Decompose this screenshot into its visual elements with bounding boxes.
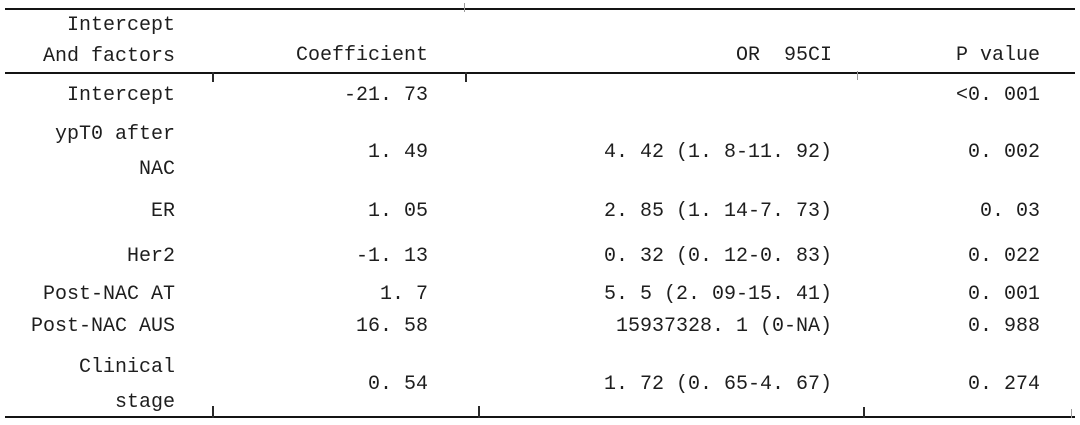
table-bottom-border — [5, 416, 1075, 418]
or-95ci-cell: 5. 5 (2. 09-15. 41) — [603, 282, 832, 306]
or-95ci-cell: 4. 42 (1. 8-11. 92) — [603, 140, 832, 164]
factor-cell: Intercept — [66, 84, 175, 107]
grid-tick — [212, 406, 214, 418]
p-value-cell: 0. 002 — [967, 140, 1040, 164]
coefficient-cell: 1. 49 — [367, 140, 428, 164]
table-row: Post-NAC AT 1. 7 5. 5 (2. 09-15. 41) 0. … — [0, 277, 1080, 311]
factor-cell: Her2 — [126, 244, 175, 268]
p-value-cell: 0. 022 — [967, 244, 1040, 268]
table-row: Her2 -1. 13 0. 32 (0. 12-0. 83) 0. 022 — [0, 235, 1080, 277]
coefficient-cell: -1. 13 — [355, 244, 428, 268]
p-value-cell: 0. 001 — [967, 282, 1040, 306]
column-header-coefficient: Coefficient — [295, 44, 428, 67]
table-header-row: Intercept And factors Coefficient OR 95C… — [0, 10, 1080, 72]
p-value-cell: 0. 03 — [979, 199, 1040, 223]
column-header-or-95ci: OR 95CI — [735, 44, 832, 67]
grid-tick — [212, 72, 214, 82]
table-row: ER 1. 05 2. 85 (1. 14-7. 73) 0. 03 — [0, 187, 1080, 235]
table-row: ypT0 after NAC 1. 49 4. 42 (1. 8-11. 92)… — [0, 117, 1080, 187]
or-95ci-cell — [465, 74, 855, 117]
table-top-border — [5, 8, 1075, 10]
table-body: Intercept -21. 73 <0. 001 ypT0 after NAC… — [0, 74, 1080, 417]
p-value-cell: 0. 274 — [967, 373, 1040, 396]
coefficient-cell: 16. 58 — [355, 315, 428, 338]
coefficient-cell: 1. 7 — [379, 282, 428, 306]
factor-cell: Post-NAC AT — [42, 282, 175, 306]
coefficient-cell: -21. 73 — [343, 84, 428, 107]
table-row: Post-NAC AUS 16. 58 15937328. 1 (0-NA) 0… — [0, 311, 1080, 342]
column-header-p-value: P value — [955, 44, 1040, 67]
coefficient-cell: 1. 05 — [367, 199, 428, 223]
p-value-cell: <0. 001 — [955, 84, 1040, 107]
factor-cell: Clinical stage — [78, 355, 175, 414]
factor-cell: Post-NAC AUS — [30, 315, 175, 338]
grid-tick — [857, 71, 858, 80]
or-95ci-cell: 15937328. 1 (0-NA) — [615, 315, 832, 338]
grid-tick — [863, 407, 865, 418]
grid-tick — [478, 406, 480, 418]
factor-cell: ypT0 after NAC — [54, 123, 175, 181]
coefficient-cell: 0. 54 — [367, 373, 428, 396]
factor-cell: ER — [150, 199, 175, 223]
column-header-factors: Intercept And factors — [42, 14, 175, 68]
table-row: Intercept -21. 73 <0. 001 — [0, 74, 1080, 117]
header-separator-border — [5, 72, 1075, 74]
table-row: Clinical stage 0. 54 1. 72 (0. 65-4. 67)… — [0, 342, 1080, 417]
grid-tick — [465, 72, 467, 82]
or-95ci-cell: 1. 72 (0. 65-4. 67) — [603, 373, 832, 396]
grid-tick — [464, 3, 465, 12]
p-value-cell: 0. 988 — [967, 315, 1040, 338]
or-95ci-cell: 0. 32 (0. 12-0. 83) — [603, 244, 832, 268]
grid-tick — [1071, 409, 1072, 418]
or-95ci-cell: 2. 85 (1. 14-7. 73) — [603, 199, 832, 223]
